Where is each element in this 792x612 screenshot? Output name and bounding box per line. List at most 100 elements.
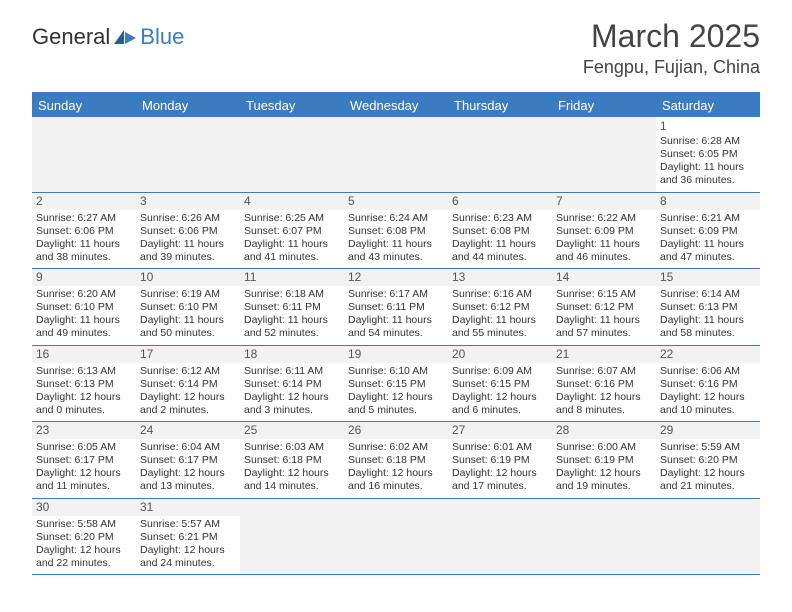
sunrise-text: Sunrise: 6:00 AM [556,441,652,454]
daylight-text: Daylight: 12 hours and 6 minutes. [452,391,548,417]
sunrise-text: Sunrise: 6:27 AM [36,212,132,225]
sunrise-text: Sunrise: 6:04 AM [140,441,236,454]
daylight-text: Daylight: 11 hours and 58 minutes. [660,314,756,340]
sunrise-text: Sunrise: 6:16 AM [452,288,548,301]
day-number: 6 [448,193,552,210]
sunrise-text: Sunrise: 6:13 AM [36,365,132,378]
day-cell: 11Sunrise: 6:18 AMSunset: 6:11 PMDayligh… [240,269,344,345]
daylight-text: Daylight: 11 hours and 44 minutes. [452,238,548,264]
sunset-text: Sunset: 6:18 PM [348,454,444,467]
day-cell: 3Sunrise: 6:26 AMSunset: 6:06 PMDaylight… [136,193,240,269]
day-cell: 2 Sunrise: 6:27 AMSunset: 6:06 PMDaylight… [32,193,136,269]
sunset-text: Sunset: 6:08 PM [348,225,444,238]
sunrise-text: Sunrise: 6:20 AM [36,288,132,301]
sunset-text: Sunset: 6:16 PM [660,378,756,391]
daylight-text: Daylight: 12 hours and 21 minutes. [660,467,756,493]
daylight-text: Daylight: 11 hours and 49 minutes. [36,314,132,340]
sunrise-text: Sunrise: 6:09 AM [452,365,548,378]
week-row: 1Sunrise: 6:28 AMSunset: 6:05 PMDaylight… [32,117,760,193]
dow-cell: Saturday [656,94,760,117]
day-cell [552,117,656,192]
day-cell [136,117,240,192]
daylight-text: Daylight: 11 hours and 46 minutes. [556,238,652,264]
sunrise-text: Sunrise: 6:23 AM [452,212,548,225]
day-cell [32,117,136,192]
day-cell: 19Sunrise: 6:10 AMSunset: 6:15 PMDayligh… [344,346,448,422]
day-number: 5 [344,193,448,210]
daylight-text: Daylight: 12 hours and 5 minutes. [348,391,444,417]
day-cell: 12Sunrise: 6:17 AMSunset: 6:11 PMDayligh… [344,269,448,345]
sail-icon [112,28,138,46]
day-cell: 15Sunrise: 6:14 AMSunset: 6:13 PMDayligh… [656,269,760,345]
day-cell: 25Sunrise: 6:03 AMSunset: 6:18 PMDayligh… [240,422,344,498]
logo-text-general: General [32,24,110,50]
day-number: 11 [240,269,344,286]
day-number: 17 [136,346,240,363]
daylight-text: Daylight: 11 hours and 47 minutes. [660,238,756,264]
day-number: 16 [32,346,136,363]
day-number: 18 [240,346,344,363]
daylight-text: Daylight: 12 hours and 13 minutes. [140,467,236,493]
sunset-text: Sunset: 6:05 PM [660,148,756,161]
day-cell: 20Sunrise: 6:09 AMSunset: 6:15 PMDayligh… [448,346,552,422]
dow-cell: Sunday [32,94,136,117]
sunset-text: Sunset: 6:06 PM [36,225,132,238]
daylight-text: Daylight: 12 hours and 10 minutes. [660,391,756,417]
sunrise-text: Sunrise: 6:03 AM [244,441,340,454]
daylight-text: Daylight: 12 hours and 2 minutes. [140,391,236,417]
daylight-text: Daylight: 11 hours and 50 minutes. [140,314,236,340]
sunrise-text: Sunrise: 6:10 AM [348,365,444,378]
sunset-text: Sunset: 6:14 PM [244,378,340,391]
day-number: 4 [240,193,344,210]
daylight-text: Daylight: 11 hours and 36 minutes. [660,161,756,187]
sunset-text: Sunset: 6:21 PM [140,531,236,544]
day-cell: 22Sunrise: 6:06 AMSunset: 6:16 PMDayligh… [656,346,760,422]
day-cell [552,499,656,575]
sunset-text: Sunset: 6:10 PM [36,301,132,314]
dow-cell: Wednesday [344,94,448,117]
day-cell [240,499,344,575]
sunrise-text: Sunrise: 6:28 AM [660,135,756,148]
sunrise-text: Sunrise: 6:22 AM [556,212,652,225]
daylight-text: Daylight: 11 hours and 52 minutes. [244,314,340,340]
day-number: 15 [656,269,760,286]
day-cell: 23Sunrise: 6:05 AMSunset: 6:17 PMDayligh… [32,422,136,498]
day-cell [448,499,552,575]
daylight-text: Daylight: 11 hours and 38 minutes. [36,238,132,264]
week-row: 30Sunrise: 5:58 AMSunset: 6:20 PMDayligh… [32,499,760,576]
sunset-text: Sunset: 6:10 PM [140,301,236,314]
day-number: 28 [552,422,656,439]
day-number: 31 [136,499,240,516]
sunrise-text: Sunrise: 5:59 AM [660,441,756,454]
sunset-text: Sunset: 6:19 PM [556,454,652,467]
day-cell: 16Sunrise: 6:13 AMSunset: 6:13 PMDayligh… [32,346,136,422]
sunrise-text: Sunrise: 6:06 AM [660,365,756,378]
sunset-text: Sunset: 6:17 PM [140,454,236,467]
sunrise-text: Sunrise: 5:57 AM [140,518,236,531]
day-number: 10 [136,269,240,286]
day-cell: 21Sunrise: 6:07 AMSunset: 6:16 PMDayligh… [552,346,656,422]
dow-cell: Tuesday [240,94,344,117]
day-number: 1 [660,119,756,134]
day-number: 8 [656,193,760,210]
daylight-text: Daylight: 12 hours and 17 minutes. [452,467,548,493]
day-number: 13 [448,269,552,286]
daylight-text: Daylight: 11 hours and 41 minutes. [244,238,340,264]
week-row: 16Sunrise: 6:13 AMSunset: 6:13 PMDayligh… [32,346,760,423]
month-title: March 2025 [583,18,760,55]
week-row: 2Sunrise: 6:27 AMSunset: 6:06 PMDaylight… [32,193,760,270]
day-cell: 24Sunrise: 6:04 AMSunset: 6:17 PMDayligh… [136,422,240,498]
day-number: 2 [32,193,136,210]
day-number: 25 [240,422,344,439]
daylight-text: Daylight: 11 hours and 39 minutes. [140,238,236,264]
daylight-text: Daylight: 12 hours and 19 minutes. [556,467,652,493]
sunrise-text: Sunrise: 6:02 AM [348,441,444,454]
day-cell: 5Sunrise: 6:24 AMSunset: 6:08 PMDaylight… [344,193,448,269]
day-number: 12 [344,269,448,286]
sunrise-text: Sunrise: 6:01 AM [452,441,548,454]
logo-text-blue: Blue [140,24,184,50]
day-number: 7 [552,193,656,210]
daylight-text: Daylight: 12 hours and 11 minutes. [36,467,132,493]
day-cell: 31Sunrise: 5:57 AMSunset: 6:21 PMDayligh… [136,499,240,575]
sunset-text: Sunset: 6:12 PM [452,301,548,314]
